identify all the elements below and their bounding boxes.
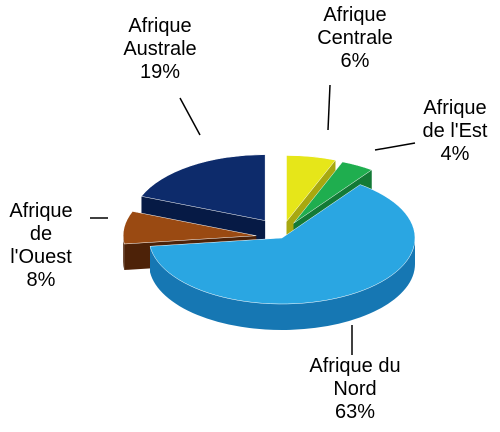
value-label: 19% [139,61,181,83]
slice [122,211,257,245]
slice-label: Afrique Centrale 6% [300,4,410,73]
slice-label: Afrique de l'Ouest 8% [0,200,82,292]
category-label: Afrique du Nord [309,355,401,400]
slice [286,155,336,223]
value-label: 4% [440,143,470,165]
value-label: 6% [340,50,370,72]
leader-line [179,97,201,136]
slice [141,154,266,221]
slice-wall [123,235,125,270]
value-label: 8% [26,269,56,291]
category-label: Afrique de l'Est [422,97,488,142]
category-label: Afrique Australe [123,15,197,60]
category-label: Afrique Centrale [317,4,393,49]
slice-label: Afrique du Nord 63% [300,355,410,424]
slice-label: Afrique de l'Est 4% [410,97,500,166]
slice [293,161,373,224]
slice-label: Afrique Australe 19% [100,15,220,84]
leader-line [374,142,416,151]
leader-line [327,84,331,131]
value-label: 63% [334,401,376,423]
slice-wall [150,238,415,331]
category-label: Afrique de l'Ouest [9,200,73,268]
slice [149,184,416,305]
